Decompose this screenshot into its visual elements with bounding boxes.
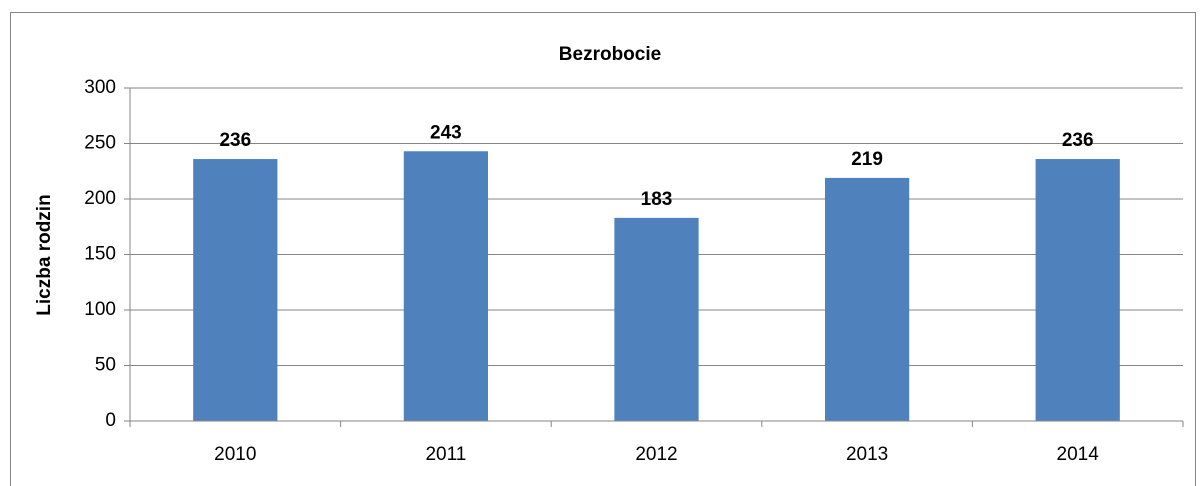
chart-title: Bezrobocie — [559, 44, 661, 65]
bar — [193, 159, 278, 422]
y-tick-label: 250 — [84, 133, 116, 154]
bar — [403, 151, 489, 421]
data-label: 236 — [1062, 130, 1094, 151]
chart-border — [10, 12, 1196, 486]
y-axis-label: Liczba rodzin — [34, 194, 55, 315]
x-tick-label: 2012 — [635, 444, 677, 465]
y-tick-label: 50 — [95, 355, 116, 376]
y-tick-label: 0 — [105, 410, 116, 431]
data-label: 219 — [851, 149, 883, 170]
data-label: 236 — [219, 130, 251, 151]
x-tick-label: 2011 — [425, 444, 466, 465]
y-tick-label: 150 — [84, 244, 116, 265]
data-label: 183 — [641, 189, 673, 210]
x-tick-label: 2014 — [1057, 444, 1100, 465]
x-tick-label: 2013 — [846, 444, 888, 465]
y-tick-label: 200 — [84, 188, 116, 209]
data-label: 243 — [430, 122, 462, 143]
bar — [1035, 159, 1120, 422]
y-tick-label: 300 — [84, 77, 116, 98]
bar — [824, 177, 910, 421]
bar — [614, 217, 699, 421]
y-tick-label: 100 — [84, 299, 116, 320]
x-tick-label: 2010 — [214, 444, 256, 465]
